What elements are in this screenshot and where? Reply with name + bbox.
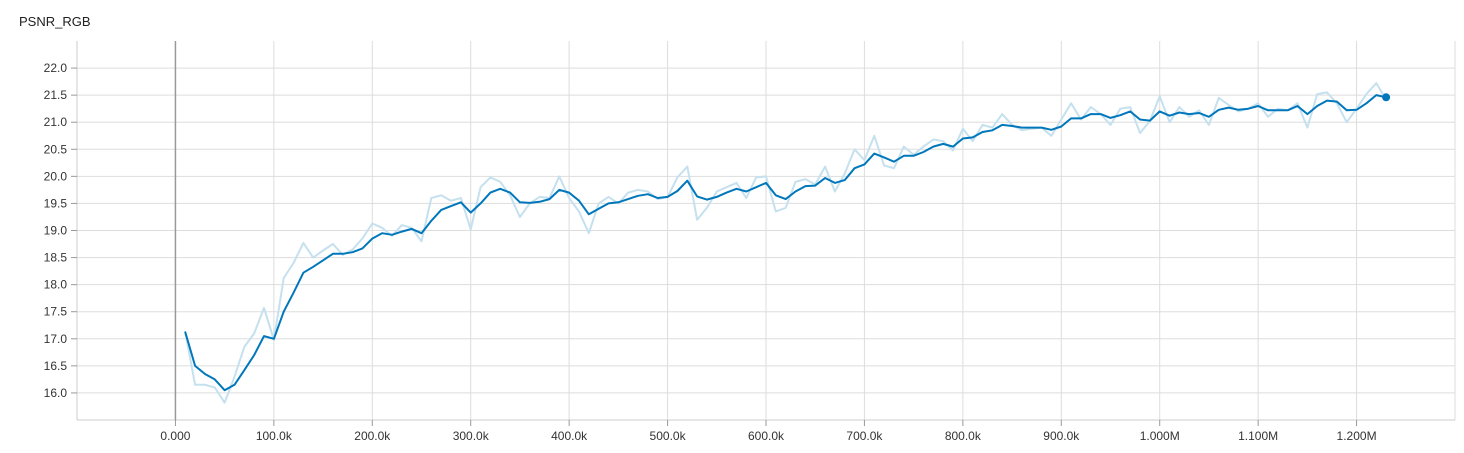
x-tick-label: 300.0k — [453, 429, 490, 443]
x-tick-label: 700.0k — [846, 429, 883, 443]
x-tick-label: 600.0k — [748, 429, 785, 443]
x-tick-label: 1.000M — [1140, 429, 1180, 443]
last-point-dot — [1382, 93, 1391, 102]
x-tick-label: 500.0k — [650, 429, 687, 443]
grid-lines — [77, 41, 1455, 420]
chart-title: PSNR_RGB — [19, 14, 91, 29]
y-tick-label: 18.5 — [44, 251, 68, 265]
x-tick-label: 900.0k — [1043, 429, 1080, 443]
y-tick-label: 17.0 — [44, 332, 68, 346]
series-line-raw — [184, 82, 1388, 404]
series-lines — [184, 82, 1388, 404]
y-tick-label: 16.5 — [44, 359, 68, 373]
y-tick-label: 22.0 — [44, 61, 68, 75]
x-tick-label: 0.000 — [160, 429, 190, 443]
x-axis-ticks: 0.000 100.0k 200.0k 300.0k 400.0k 500.0k 600.0… — [160, 420, 1377, 443]
x-tick-label: 1.100M — [1238, 429, 1278, 443]
y-tick-label: 16.0 — [44, 386, 68, 400]
y-tick-label: 19.0 — [44, 224, 68, 238]
series-line-smoothed — [184, 94, 1388, 392]
y-tick-label: 21.0 — [44, 115, 68, 129]
y-tick-label: 20.0 — [44, 169, 68, 183]
x-tick-label: 1.200M — [1337, 429, 1377, 443]
y-tick-label: 19.5 — [44, 196, 68, 210]
x-tick-label: 200.0k — [354, 429, 391, 443]
y-tick-label: 20.5 — [44, 142, 68, 156]
x-tick-label: 100.0k — [256, 429, 293, 443]
y-tick-label: 17.5 — [44, 305, 68, 319]
y-tick-label: 21.5 — [44, 88, 68, 102]
x-tick-label: 800.0k — [945, 429, 982, 443]
y-tick-label: 18.0 — [44, 278, 68, 292]
last-point-marker — [1382, 93, 1391, 102]
x-tick-label: 400.0k — [551, 429, 588, 443]
y-axis-ticks: 16.0 16.5 17.0 17.5 18.0 18.5 19.0 19.5 20.0 20.5… — [44, 61, 77, 400]
